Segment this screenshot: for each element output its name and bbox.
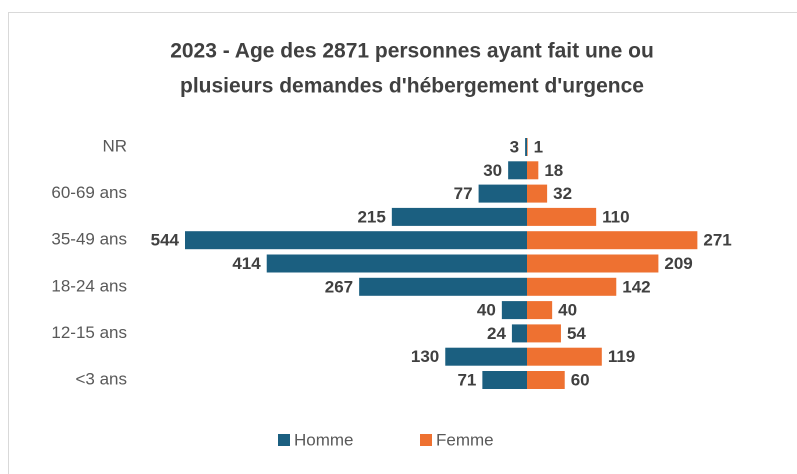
bar	[508, 161, 527, 180]
bar	[527, 184, 548, 203]
category-label: 12-15 ans	[51, 323, 127, 342]
chart-title: plusieurs demandes d'hébergement d'urgen…	[180, 75, 644, 98]
bar	[527, 207, 597, 226]
data-label: 71	[457, 370, 476, 389]
bar	[511, 324, 527, 343]
category-label: 35-49 ans	[51, 230, 127, 249]
bar	[527, 347, 602, 366]
bar	[527, 324, 561, 343]
data-label: 215	[357, 207, 385, 226]
bar	[185, 231, 527, 250]
legend-label: Femme	[436, 430, 494, 449]
data-label: 209	[664, 254, 692, 273]
data-label: 40	[558, 301, 577, 320]
data-label: 60	[571, 370, 590, 389]
data-label: 77	[454, 184, 473, 203]
chart-title: 2023 - Age des 2871 personnes ayant fait…	[170, 40, 654, 63]
bar	[445, 347, 527, 366]
data-label: 24	[487, 324, 506, 343]
data-label: 18	[544, 161, 563, 180]
bar	[527, 231, 698, 250]
bar	[482, 371, 527, 389]
data-label: 110	[602, 207, 629, 226]
data-label: 271	[703, 231, 731, 250]
bar	[391, 207, 527, 226]
bar	[359, 277, 527, 296]
bar	[527, 161, 539, 180]
data-label: 267	[325, 277, 353, 296]
bar	[527, 301, 553, 320]
data-label: 30	[483, 161, 502, 180]
category-label: 60-69 ans	[51, 183, 127, 202]
data-label: 119	[608, 347, 635, 366]
bar	[501, 301, 527, 320]
data-label: 1	[534, 137, 543, 156]
data-label: 54	[567, 324, 586, 343]
bar	[527, 277, 617, 296]
legend-label: Homme	[294, 430, 354, 449]
category-label: NR	[102, 136, 127, 155]
bar	[525, 138, 527, 156]
category-label: 18-24 ans	[51, 276, 127, 295]
bar	[527, 138, 528, 156]
data-label: 32	[553, 184, 572, 203]
data-label: 3	[510, 137, 519, 156]
data-label: 40	[477, 301, 496, 320]
bar	[527, 254, 659, 273]
data-label: 130	[411, 347, 439, 366]
bar	[266, 254, 527, 273]
category-label: <3 ans	[75, 369, 127, 388]
data-label: 544	[151, 231, 180, 250]
data-label: 414	[232, 254, 261, 273]
legend-swatch	[420, 434, 432, 446]
data-label: 142	[622, 277, 650, 296]
bar	[527, 371, 565, 389]
legend-swatch	[278, 434, 290, 446]
bar	[478, 184, 527, 203]
